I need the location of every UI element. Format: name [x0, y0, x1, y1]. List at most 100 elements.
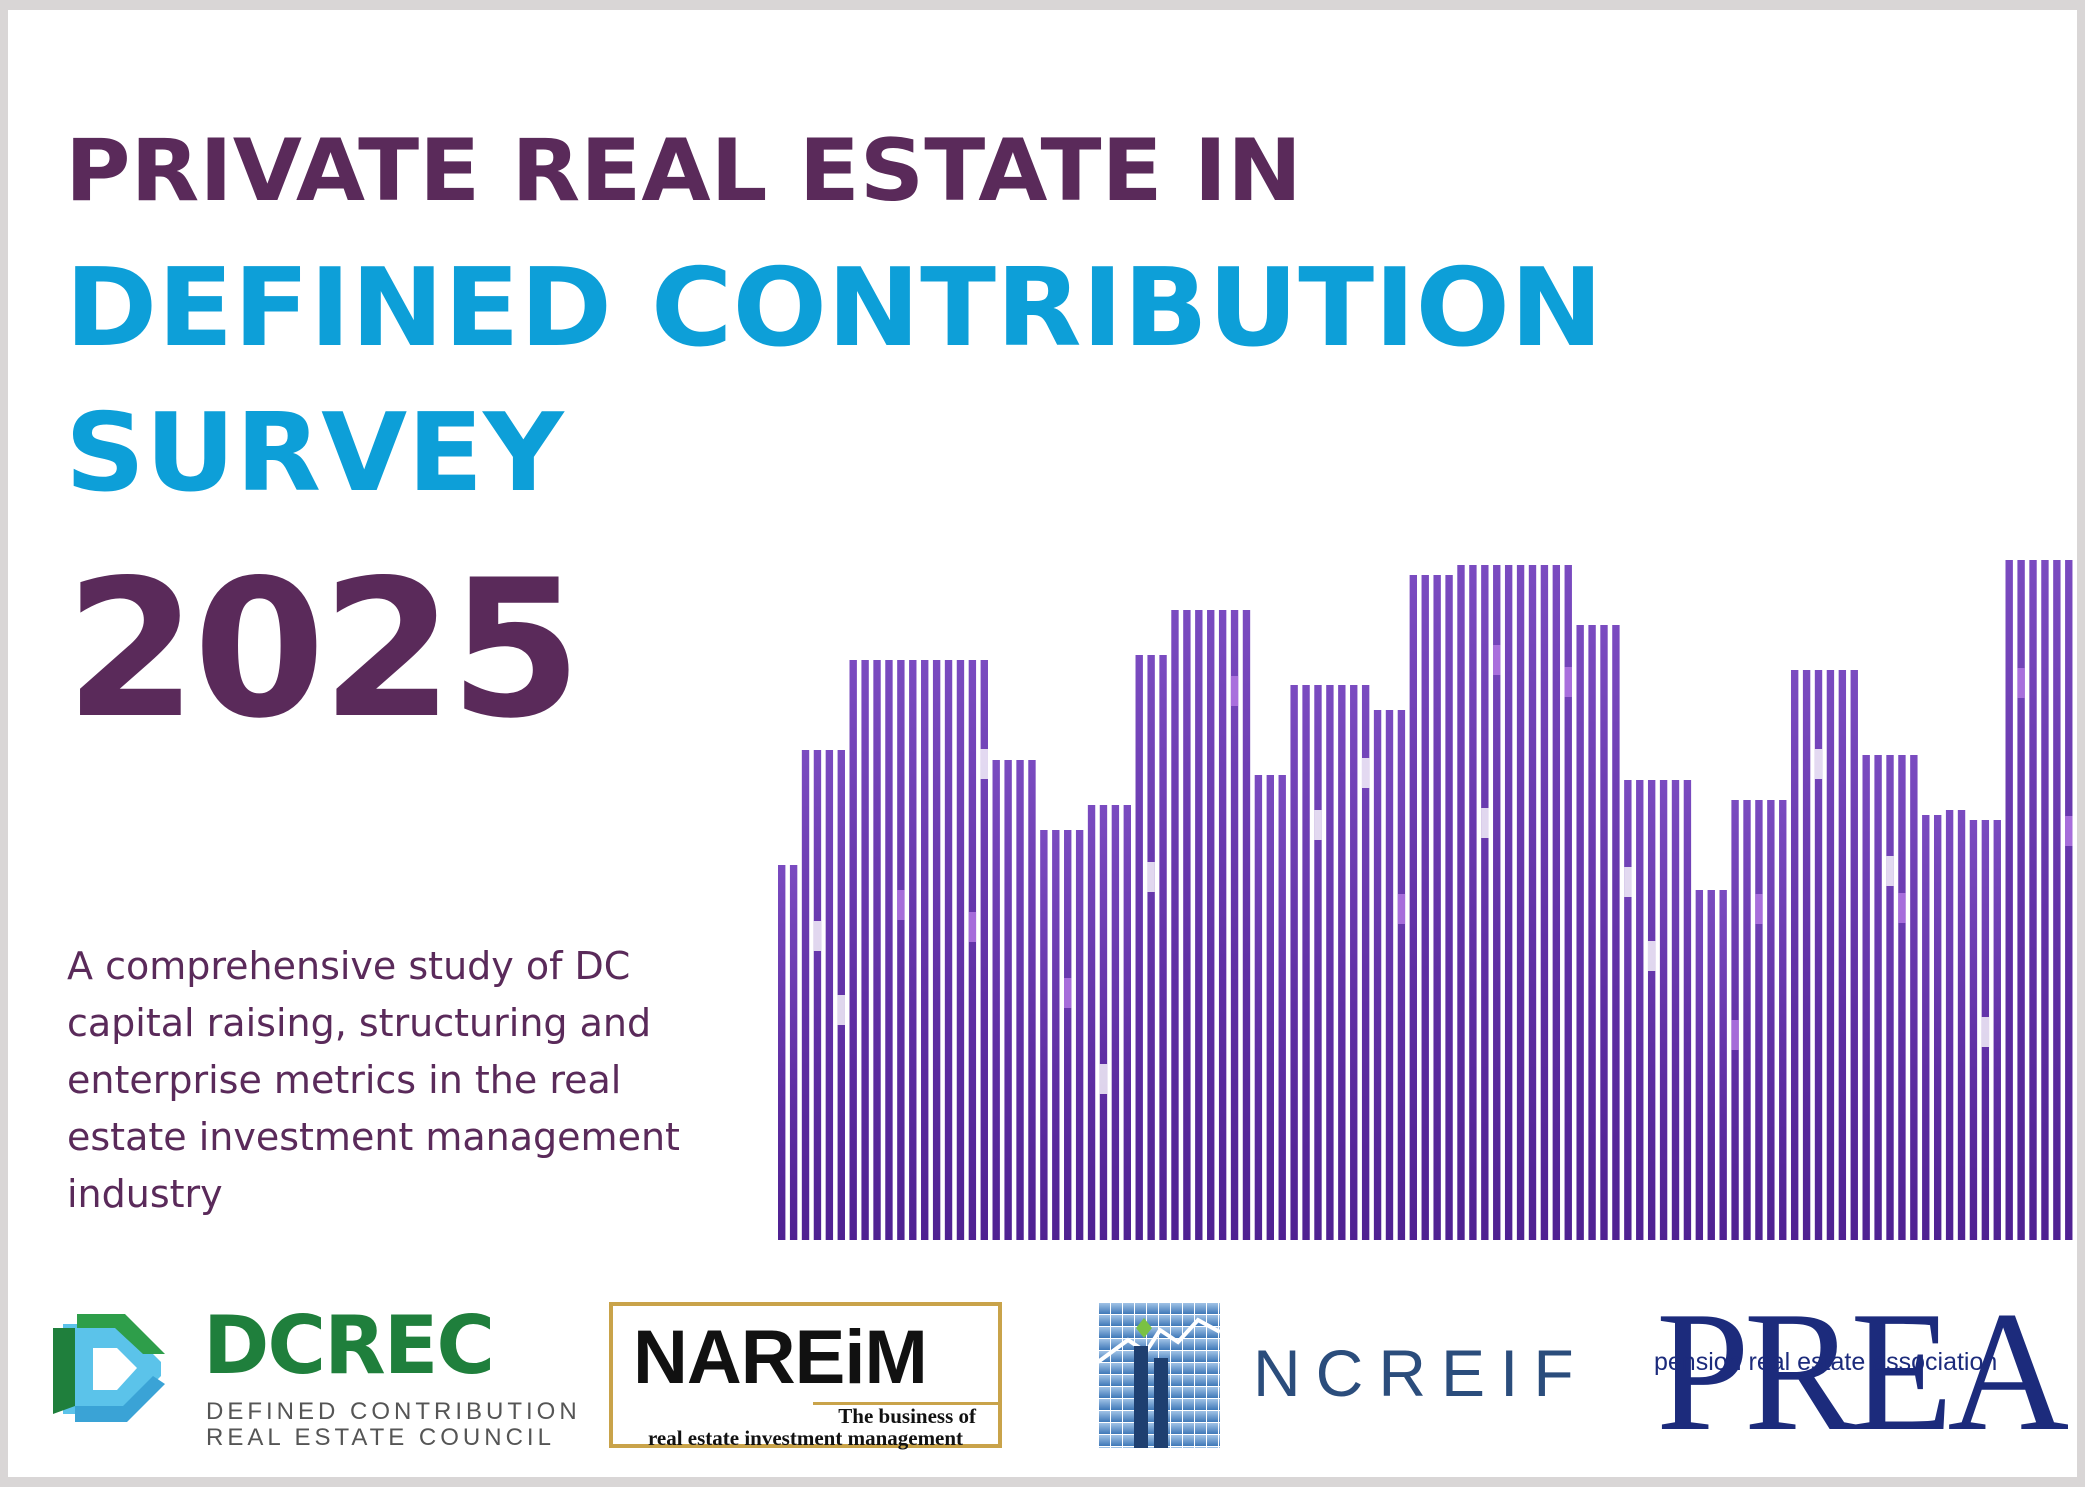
skyline-window [1814, 749, 1823, 779]
skyline-bar [1564, 565, 1572, 1240]
skyline-bar [1516, 565, 1525, 1240]
skyline-bar [1647, 780, 1656, 1240]
skyline-bar [1373, 710, 1382, 1240]
skyline-bar [1314, 685, 1322, 1240]
skyline-bar [2053, 560, 2061, 1240]
skyline-bar [921, 660, 929, 1240]
skyline-bar [1302, 685, 1310, 1240]
skyline-bar [1147, 655, 1155, 1240]
skyline-bar [1385, 710, 1394, 1240]
dcrec-logo: DCREC DEFINED CONTRIBUTION REAL ESTATE C… [53, 1306, 577, 1456]
skyline-bar [1361, 685, 1370, 1240]
skyline-window [1230, 676, 1239, 706]
skyline-window [837, 995, 845, 1025]
skyline-bar [1802, 670, 1811, 1240]
skyline-bar [1171, 610, 1179, 1240]
skyline-bar [992, 760, 1000, 1240]
skyline-bar [1242, 610, 1251, 1240]
skyline-bar [1040, 830, 1048, 1240]
skyline-bar [2017, 560, 2025, 1240]
skyline-bar [1421, 575, 1429, 1240]
skyline-window [1624, 867, 1632, 897]
skyline-window [1755, 894, 1763, 924]
skyline-window [1564, 667, 1572, 697]
nareim-tagline-1: The business of [838, 1404, 976, 1428]
skyline-bar [873, 660, 881, 1240]
skyline-bar [1683, 780, 1692, 1240]
ncreif-name: NCREIF [1253, 1336, 1589, 1410]
skyline-bar [1397, 710, 1406, 1240]
skyline-bar [1493, 565, 1501, 1240]
ncreif-logo: NCREIF [1098, 1302, 1598, 1452]
skyline-bar [1183, 610, 1191, 1240]
skyline-bar [1898, 755, 1906, 1240]
nareim-name: NAREiM [633, 1315, 928, 1400]
skyline-bar [1862, 755, 1870, 1240]
skyline-bar [2029, 560, 2037, 1240]
survey-description: A comprehensive study of DC capital rais… [67, 944, 680, 1216]
skyline-bar [1707, 890, 1715, 1240]
skyline-bar [1552, 565, 1561, 1240]
title-line-1: PRIVATE REAL ESTATE IN [65, 121, 1302, 221]
skyline-bar [1528, 565, 1537, 1240]
skyline-bar [1087, 805, 1096, 1240]
skyline-bar [909, 660, 917, 1240]
skyline-bar [1790, 670, 1799, 1240]
nareim-tagline-2: real estate investment management [647, 1426, 964, 1450]
skyline-bar [789, 865, 798, 1240]
skyline-bar [1767, 800, 1775, 1240]
skyline-bar [1207, 610, 1215, 1240]
prea-full-name: pension real estate association [1654, 1348, 1998, 1376]
skyline-bar [1612, 625, 1620, 1240]
skyline-window [968, 912, 977, 942]
skyline-bar [1993, 820, 2001, 1240]
skyline-bar [1016, 760, 1024, 1240]
skyline-window [1147, 862, 1155, 892]
skyline-bar [1028, 760, 1036, 1240]
ncreif-building-icon [1098, 1302, 1221, 1448]
skyline-bar [1850, 670, 1858, 1240]
skyline-bar [1099, 805, 1108, 1240]
skyline-window [1898, 893, 1906, 923]
skyline-bar [1945, 810, 1954, 1240]
skyline-bar [825, 750, 834, 1240]
skyline-bar [1814, 670, 1823, 1240]
skyline-bar [1624, 780, 1632, 1240]
skyline-window [813, 921, 822, 951]
skyline-bar [932, 660, 941, 1240]
skyline-bar [1338, 685, 1346, 1240]
skyline-bar [1910, 755, 1918, 1240]
decorative-skyline-bars [778, 560, 2073, 1240]
skyline-bar [1195, 610, 1203, 1240]
skyline-window [980, 749, 988, 779]
skyline-bar [1540, 565, 1549, 1240]
skyline-bar [1290, 685, 1298, 1240]
skyline-bar [1135, 655, 1143, 1240]
skyline-window [1397, 894, 1406, 924]
skyline-bar [1779, 800, 1787, 1240]
skyline-bar [980, 660, 988, 1240]
skyline-window [1481, 808, 1489, 838]
skyline-bar [1719, 890, 1727, 1240]
skyline-bar [1266, 775, 1274, 1240]
skyline-bar [1969, 820, 1978, 1240]
skyline-bar [1457, 565, 1465, 1240]
skyline-bar [1874, 755, 1882, 1240]
nareim-logo: NAREiM The business of real estate inves… [609, 1302, 1002, 1450]
skyline-bar [1743, 800, 1751, 1240]
skyline-bar [885, 660, 893, 1240]
skyline-bar [1433, 575, 1441, 1240]
skyline-bar [1278, 775, 1286, 1240]
skyline-bar [1218, 610, 1227, 1240]
skyline-window [1493, 645, 1501, 675]
skyline-bar [1159, 655, 1167, 1240]
skyline-bar [1481, 565, 1489, 1240]
skyline-bar [778, 865, 786, 1240]
skyline-window [1361, 758, 1370, 788]
skyline-bar [1111, 805, 1120, 1240]
skyline-window [1886, 856, 1894, 886]
skyline-bar [968, 660, 977, 1240]
skyline-bar [1504, 565, 1513, 1240]
skyline-bar [1350, 685, 1358, 1240]
skyline-window [897, 890, 905, 920]
